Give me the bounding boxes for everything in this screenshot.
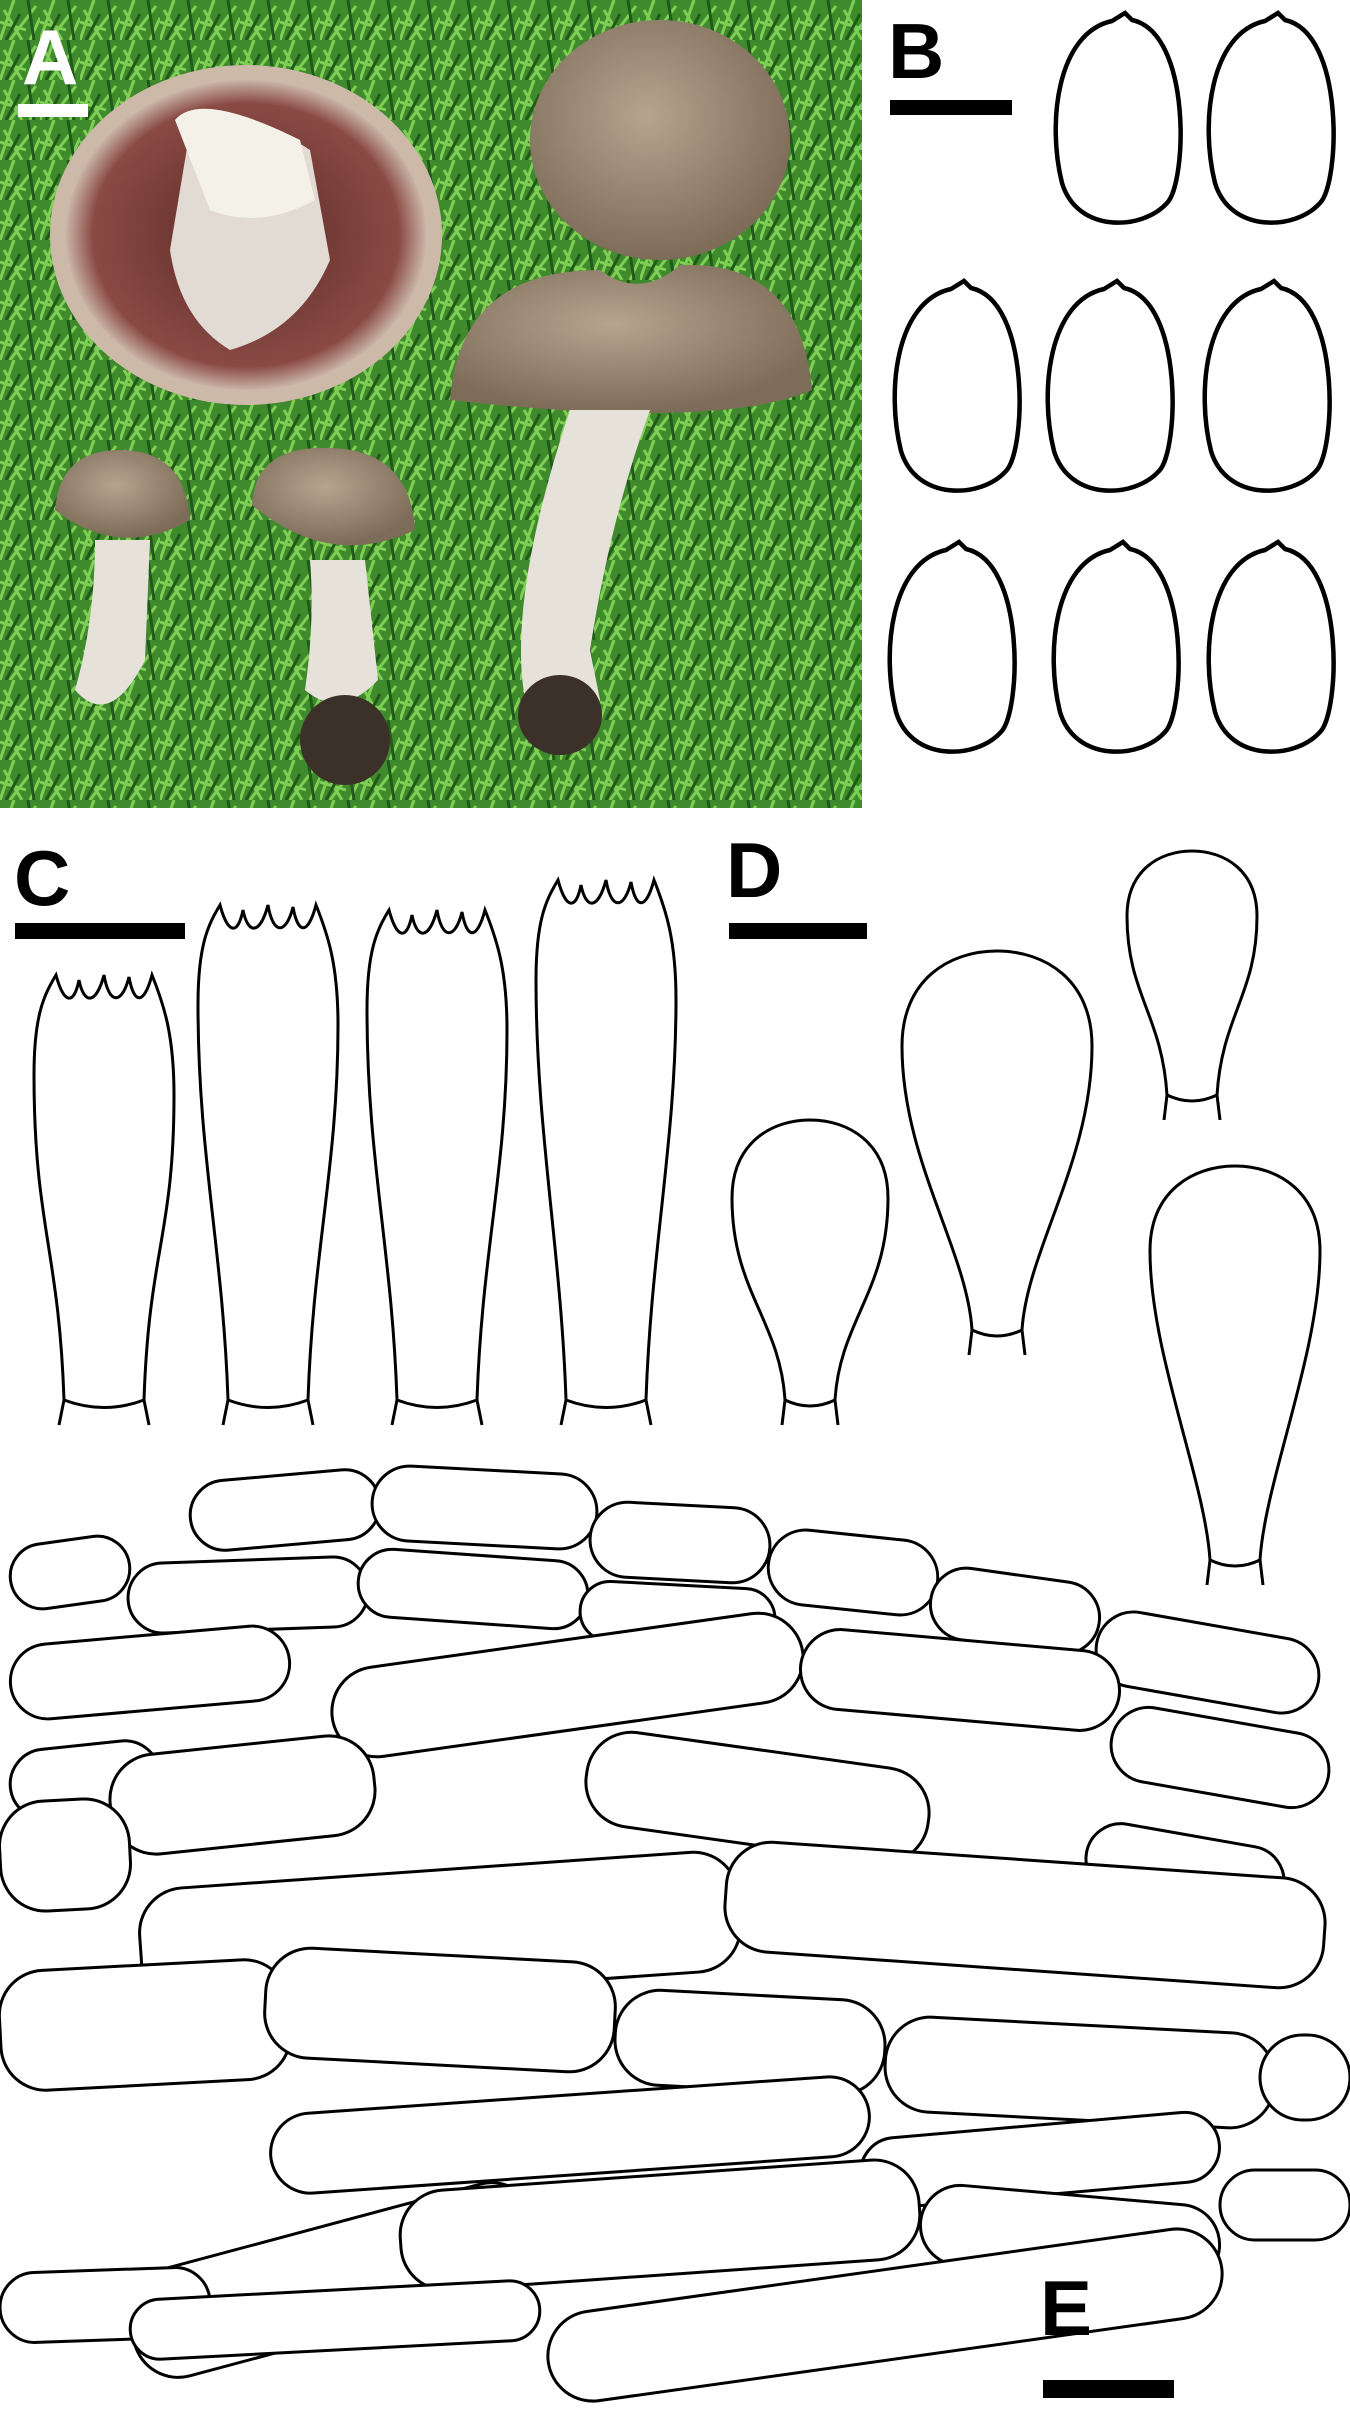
- hypha-cell: [0, 1797, 132, 1913]
- hypha-cell: [188, 1468, 382, 1552]
- hypha-cell: [330, 1611, 805, 1759]
- hypha-cell: [370, 1464, 599, 1551]
- hypha-cell: [128, 2279, 542, 2361]
- hypha-cell: [398, 2158, 922, 2292]
- spores: [887, 10, 1336, 754]
- spore: [1206, 539, 1336, 754]
- hypha-cell: [0, 1958, 293, 2092]
- hypha-cell: [8, 1534, 132, 1611]
- hypha-cell: [269, 2075, 871, 2195]
- cheilocystidium: [1148, 1164, 1322, 1586]
- cheilocystidia: [730, 849, 1322, 1586]
- basidia: [32, 875, 678, 1426]
- scale-bar: [18, 104, 88, 117]
- panel-label: D: [726, 826, 782, 914]
- basidium: [32, 970, 176, 1426]
- panel-label: E: [1040, 2264, 1092, 2352]
- hypha-cell: [584, 1730, 931, 1865]
- spore: [1053, 10, 1183, 225]
- spore: [1051, 539, 1181, 754]
- photo: [0, 0, 862, 808]
- hypha-cell: [126, 1555, 370, 1635]
- spore: [887, 539, 1017, 754]
- hypha-cell: [1109, 1705, 1331, 1810]
- scale-bar: [890, 100, 1012, 115]
- hypha-cell: [1218, 2168, 1350, 2242]
- spore: [1045, 278, 1175, 493]
- hypha-cell: [1094, 1610, 1321, 1715]
- panel-label: C: [14, 834, 70, 922]
- hypha-cell: [356, 1547, 590, 1631]
- scale-bar: [1043, 2380, 1174, 2398]
- cheilocystidium: [730, 1118, 890, 1426]
- spore: [1202, 278, 1332, 493]
- hypha-cell: [723, 1840, 1327, 1990]
- hypha-cell: [766, 1528, 940, 1617]
- hyphae: [0, 1464, 1350, 2403]
- panel-label: A: [22, 13, 78, 101]
- hypha-cell: [588, 1500, 772, 1585]
- hypha-cell: [883, 2015, 1277, 2130]
- hypha-cell: [8, 1624, 292, 1721]
- spore: [892, 278, 1022, 493]
- hypha-cell: [546, 2227, 1224, 2403]
- cheilocystidium: [1125, 849, 1259, 1121]
- hypha-cell: [263, 1946, 617, 2074]
- hypha-cell: [1258, 2033, 1350, 2122]
- scale-bar: [729, 923, 867, 939]
- panel-label: B: [888, 7, 944, 95]
- cheilocystidium: [900, 949, 1094, 1356]
- scale-bar: [15, 923, 185, 939]
- basidium: [196, 900, 340, 1426]
- basidium: [365, 905, 509, 1426]
- basidium: [534, 875, 678, 1426]
- hypha-cell: [798, 1628, 1122, 1732]
- spore: [1206, 10, 1336, 225]
